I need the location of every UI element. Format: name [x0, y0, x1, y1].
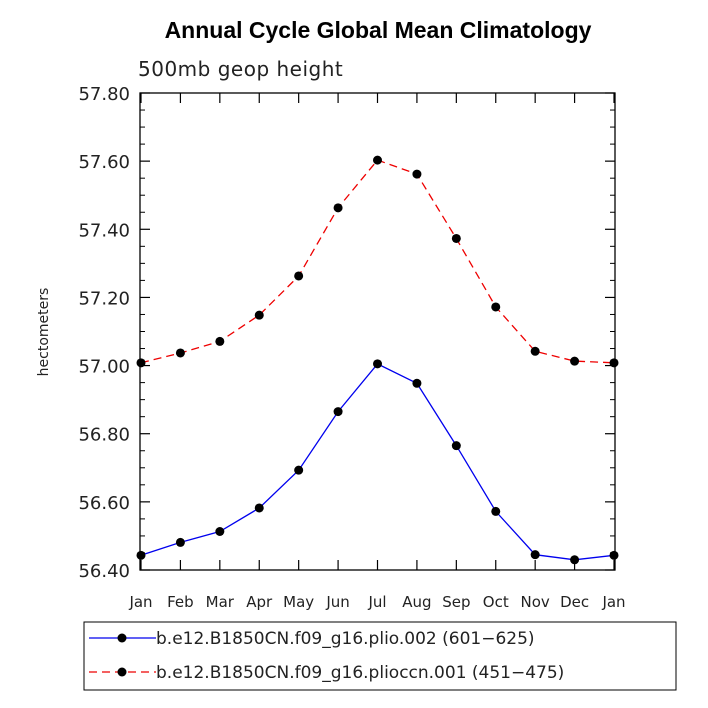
x-tick-label: Feb [167, 593, 194, 611]
legend-entry-series-2: b.e12.B1850CN.f09_g16.pliocсn.001 (451−4… [156, 663, 564, 683]
x-tick-label: May [283, 593, 314, 611]
y-tick-label: 57.40 [78, 220, 130, 241]
x-tick-label: Mar [206, 593, 235, 611]
x-tick-label: Aug [402, 593, 431, 611]
data-point-series-2 [175, 348, 185, 358]
data-point-series-1 [254, 503, 264, 513]
x-tick-label: Jan [128, 593, 152, 611]
legend: b.e12.B1850CN.f09_g16.plio.002 (601−625)… [83, 621, 677, 691]
x-tick-label: Jun [325, 593, 349, 611]
data-point-series-1 [491, 506, 501, 516]
y-axis-label: hectometers [36, 288, 52, 377]
data-point-series-1 [609, 550, 619, 560]
data-point-series-1 [136, 550, 146, 560]
legend-marker-series-2 [117, 667, 127, 677]
legend-marker-series-1 [117, 633, 127, 643]
data-point-series-2 [451, 233, 461, 243]
x-tick-label: Jan [601, 593, 625, 611]
data-point-series-1 [175, 537, 185, 547]
y-tick-label: 57.20 [78, 288, 130, 309]
data-point-series-1 [451, 441, 461, 451]
data-point-series-2 [609, 358, 619, 368]
series-markers [136, 155, 619, 565]
data-point-series-1 [412, 378, 422, 388]
minor-ticks [140, 109, 615, 554]
x-tick-label: Sep [442, 593, 470, 611]
data-point-series-2 [136, 358, 146, 368]
x-tick-label: Jul [367, 593, 386, 611]
data-point-series-1 [570, 555, 580, 565]
data-point-series-2 [254, 310, 264, 320]
x-tick-label: Apr [246, 593, 273, 611]
data-point-series-1 [530, 550, 540, 560]
y-tick-label: 56.60 [78, 493, 130, 514]
x-tick-label: Nov [521, 593, 550, 611]
chart-subtitle: 500mb geop height [138, 57, 343, 81]
x-tick-label: Dec [560, 593, 589, 611]
y-tick-label: 57.60 [78, 152, 130, 173]
y-tick-label: 57.80 [78, 84, 130, 105]
data-point-series-2 [333, 203, 343, 213]
chart-title: Annual Cycle Global Mean Climatology [165, 17, 592, 43]
data-point-series-1 [215, 526, 225, 536]
data-point-series-2 [530, 346, 540, 356]
data-point-series-2 [294, 271, 304, 281]
series-line-1 [140, 363, 615, 561]
data-point-series-2 [215, 336, 225, 346]
legend-entry-series-1: b.e12.B1850CN.f09_g16.plio.002 (601−625) [156, 629, 535, 649]
data-point-series-2 [373, 155, 382, 165]
x-tick-labels: Jan Feb Mar Apr May Jun Jul Aug Sep Oct Nov Dec Jan [128, 593, 625, 611]
data-point-series-2 [570, 356, 580, 366]
data-point-series-1 [333, 407, 343, 417]
data-point-series-1 [373, 359, 382, 369]
major-ticks [140, 92, 615, 571]
y-tick-label: 56.80 [78, 425, 130, 446]
y-tick-labels: 57.80 57.60 57.40 57.20 57.00 56.80 56.60 56.40 [78, 84, 130, 582]
data-point-series-2 [491, 302, 501, 312]
y-tick-label: 57.00 [78, 357, 130, 378]
y-tick-label: 56.40 [78, 561, 130, 582]
series-line-2 [140, 159, 615, 364]
x-tick-label: Oct [483, 593, 509, 611]
data-point-series-1 [294, 465, 304, 475]
data-point-series-2 [412, 169, 422, 179]
legend-box [83, 621, 677, 691]
